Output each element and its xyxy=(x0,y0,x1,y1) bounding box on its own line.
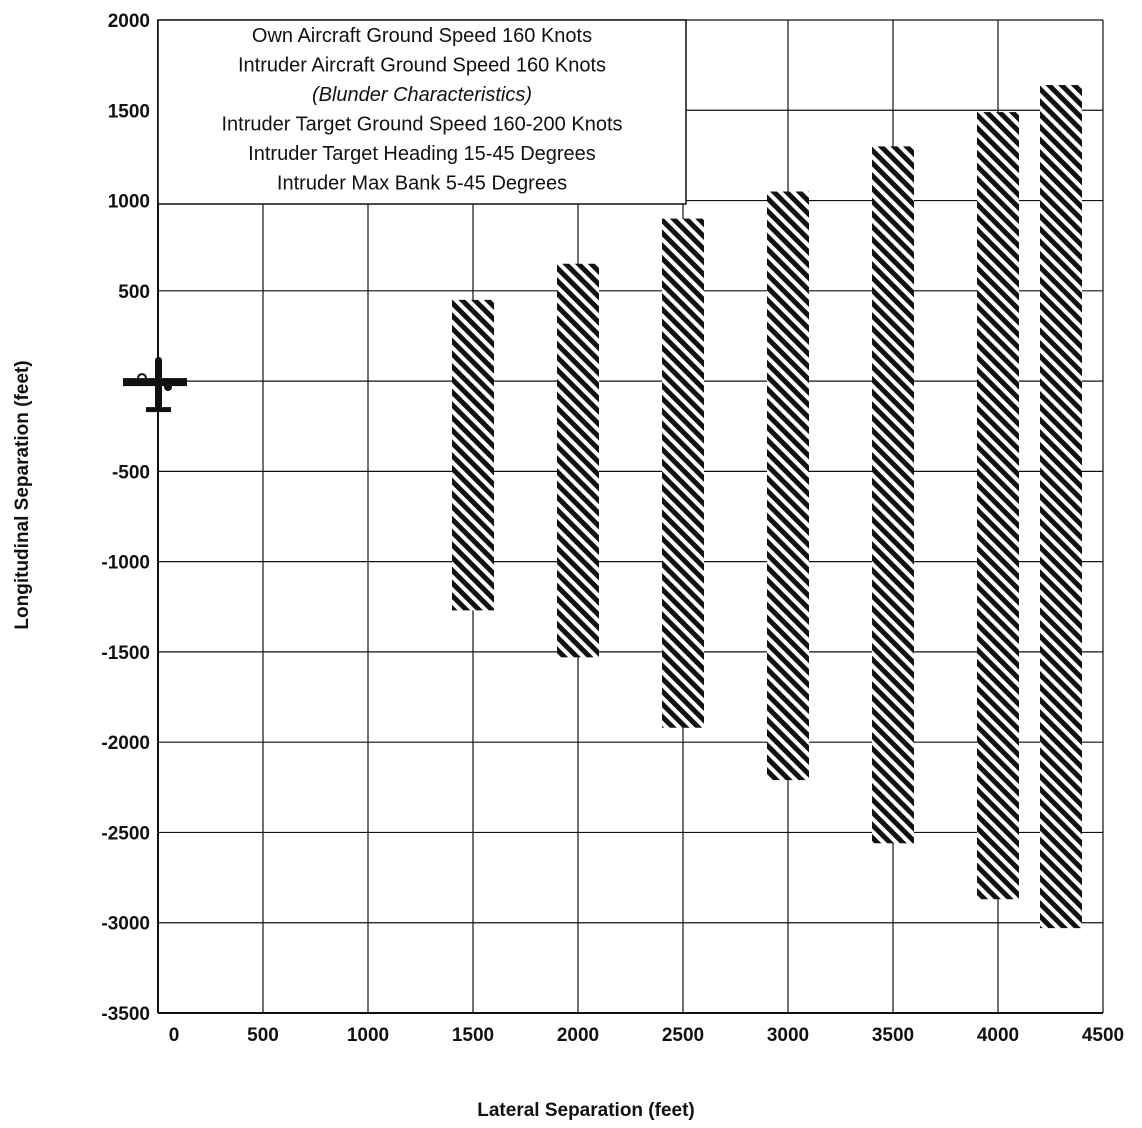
legend-text: Own Aircraft Ground Speed 160 Knots xyxy=(252,25,592,47)
y-tick-label: -2000 xyxy=(101,733,150,754)
y-tick-label: -2500 xyxy=(101,823,150,844)
y-tick-label: -500 xyxy=(112,462,150,483)
airplane-icon xyxy=(123,357,187,413)
legend: Own Aircraft Ground Speed 160 Knots Intru… xyxy=(157,19,687,205)
airplane-fuselage xyxy=(155,357,162,413)
y-tick-label: 2000 xyxy=(108,11,150,32)
x-tick-label: 3500 xyxy=(872,1025,914,1046)
legend-text: Intruder Max Bank 5-45 Degrees xyxy=(277,173,567,195)
airplane-tail xyxy=(146,407,171,413)
tick-labels: 2000 1500 1000 500 -500 -1000 -1500 -2000 -2500 -… xyxy=(101,11,1124,1046)
hatched-bar xyxy=(872,146,914,844)
hatched-bar xyxy=(767,191,809,781)
x-tick-label: 2500 xyxy=(662,1025,704,1046)
x-tick-label: 500 xyxy=(247,1025,279,1046)
x-tick-label: 1000 xyxy=(347,1025,389,1046)
legend-text: Intruder Target Heading 15-45 Degrees xyxy=(248,143,596,165)
x-axis-title: Lateral Separation (feet) xyxy=(477,1100,695,1121)
x-tick-label: 3000 xyxy=(767,1025,809,1046)
y-tick-label: 500 xyxy=(118,282,150,303)
y-tick-label: 1000 xyxy=(108,192,150,213)
y-tick-label: -3000 xyxy=(101,914,150,935)
legend-text: Intruder Aircraft Ground Speed 160 Knots xyxy=(238,55,606,77)
x-tick-label: 0 xyxy=(169,1025,180,1046)
x-tick-label: 4500 xyxy=(1082,1025,1124,1046)
hatched-bar xyxy=(662,218,704,728)
airplane-engine xyxy=(137,373,147,384)
x-tick-label: 2000 xyxy=(557,1025,599,1046)
x-tick-label: 1500 xyxy=(452,1025,494,1046)
x-tick-label: 4000 xyxy=(977,1025,1019,1046)
airplane-engine xyxy=(164,383,172,392)
y-tick-label: -1000 xyxy=(101,553,150,574)
y-tick-label: 1500 xyxy=(108,101,150,122)
hatched-bar xyxy=(1040,84,1082,929)
y-tick-label: -1500 xyxy=(101,643,150,664)
hatched-bar xyxy=(557,263,599,658)
bars xyxy=(452,84,1082,929)
legend-box xyxy=(157,19,687,205)
y-axis-title: Longitudinal Separation (feet) xyxy=(12,360,33,629)
airplane-icon xyxy=(123,357,187,413)
y-tick-label: -3500 xyxy=(101,1004,150,1025)
legend-text: Intruder Target Ground Speed 160-200 Kno… xyxy=(221,114,622,136)
legend-text: (Blunder Characteristics) xyxy=(312,84,532,106)
hatched-bar xyxy=(977,112,1019,900)
hatched-bar xyxy=(452,299,494,611)
